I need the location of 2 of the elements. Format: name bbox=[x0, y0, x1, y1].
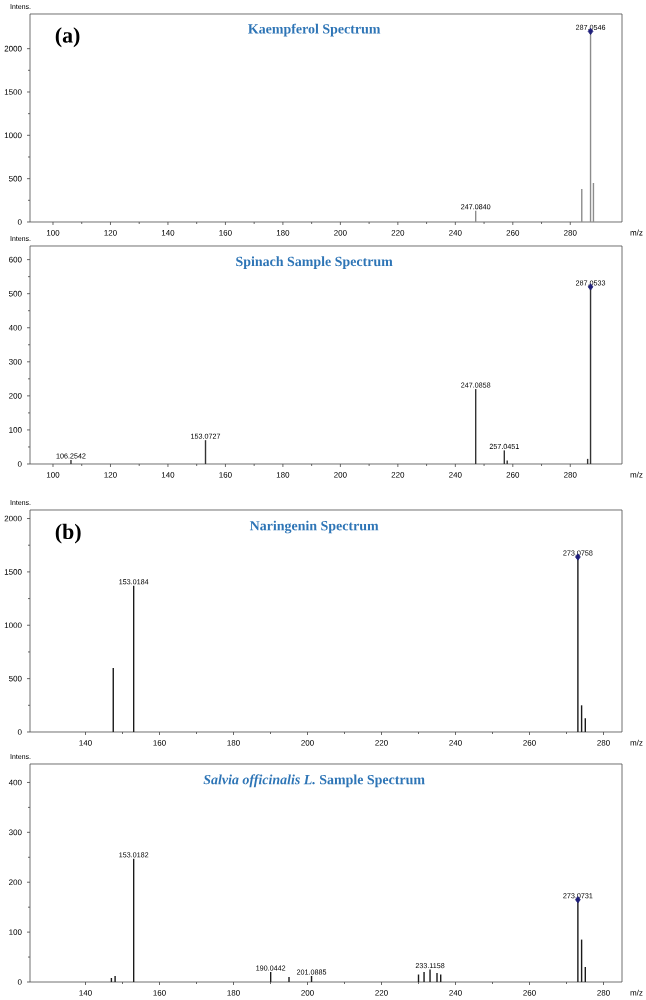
annotation: (b) bbox=[55, 523, 81, 544]
annotation: (a) bbox=[55, 27, 80, 48]
